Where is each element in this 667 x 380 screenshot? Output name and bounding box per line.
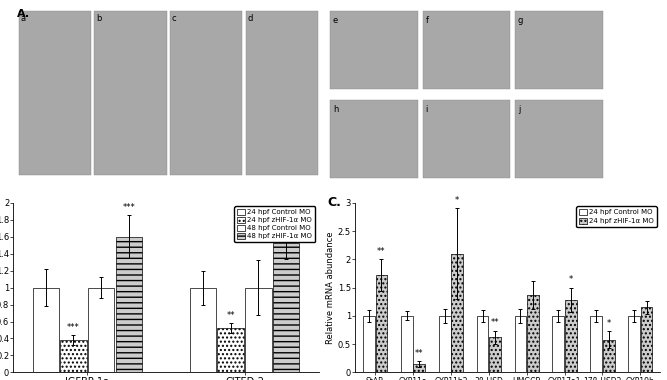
Bar (60, 340, 87, 372)
Text: *: * (455, 196, 460, 205)
FancyBboxPatch shape (423, 11, 510, 89)
Text: C.: C. (327, 196, 342, 209)
Bar (217, 328, 244, 372)
Text: **: ** (415, 349, 424, 358)
Bar (477, 316, 488, 372)
Bar (514, 316, 526, 372)
Text: ***: *** (67, 323, 80, 332)
Text: A.: A. (17, 9, 30, 19)
Bar (363, 316, 375, 372)
Text: *: * (606, 319, 611, 328)
Text: j: j (518, 105, 520, 114)
Text: f: f (426, 16, 428, 25)
Bar (452, 254, 463, 372)
FancyBboxPatch shape (245, 11, 318, 175)
Text: e: e (333, 16, 338, 25)
Bar (565, 300, 577, 372)
Bar (527, 295, 539, 372)
Bar (33, 288, 59, 372)
Bar (245, 288, 271, 372)
Bar (628, 316, 640, 372)
Text: d: d (247, 14, 253, 24)
Text: i: i (426, 105, 428, 114)
FancyBboxPatch shape (330, 11, 418, 89)
Bar (414, 364, 426, 372)
Legend: 24 hpf Control MO, 24 hpf zHIF-1α MO, 48 hpf Control MO, 48 hpf zHIF-1α MO: 24 hpf Control MO, 24 hpf zHIF-1α MO, 48… (234, 206, 315, 242)
Bar (439, 316, 451, 372)
Text: **: ** (377, 247, 386, 256)
FancyBboxPatch shape (330, 100, 418, 178)
Bar (590, 316, 602, 372)
Text: **: ** (491, 318, 500, 327)
Text: g: g (518, 16, 524, 25)
FancyBboxPatch shape (516, 11, 603, 89)
Bar (116, 237, 142, 372)
Bar (273, 244, 299, 372)
Bar (603, 340, 614, 372)
Bar (401, 316, 413, 372)
Text: h: h (333, 105, 338, 114)
Bar (640, 307, 652, 372)
FancyBboxPatch shape (19, 11, 91, 175)
FancyBboxPatch shape (170, 11, 242, 175)
FancyBboxPatch shape (516, 100, 603, 178)
Text: a: a (21, 14, 25, 24)
Text: b: b (96, 14, 101, 24)
Legend: 24 hpf Control MO, 24 hpf zHIF-1α MO: 24 hpf Control MO, 24 hpf zHIF-1α MO (576, 206, 657, 227)
Text: ***: *** (123, 203, 135, 212)
Y-axis label: Relative mRNA abundance: Relative mRNA abundance (326, 231, 335, 344)
Bar (489, 337, 501, 372)
FancyBboxPatch shape (423, 100, 510, 178)
FancyBboxPatch shape (94, 11, 167, 175)
Text: **: ** (226, 311, 235, 320)
Bar (376, 275, 388, 372)
Text: c: c (172, 14, 177, 24)
Text: *: * (569, 275, 573, 284)
Bar (189, 288, 216, 372)
Bar (88, 288, 114, 372)
Bar (552, 316, 564, 372)
